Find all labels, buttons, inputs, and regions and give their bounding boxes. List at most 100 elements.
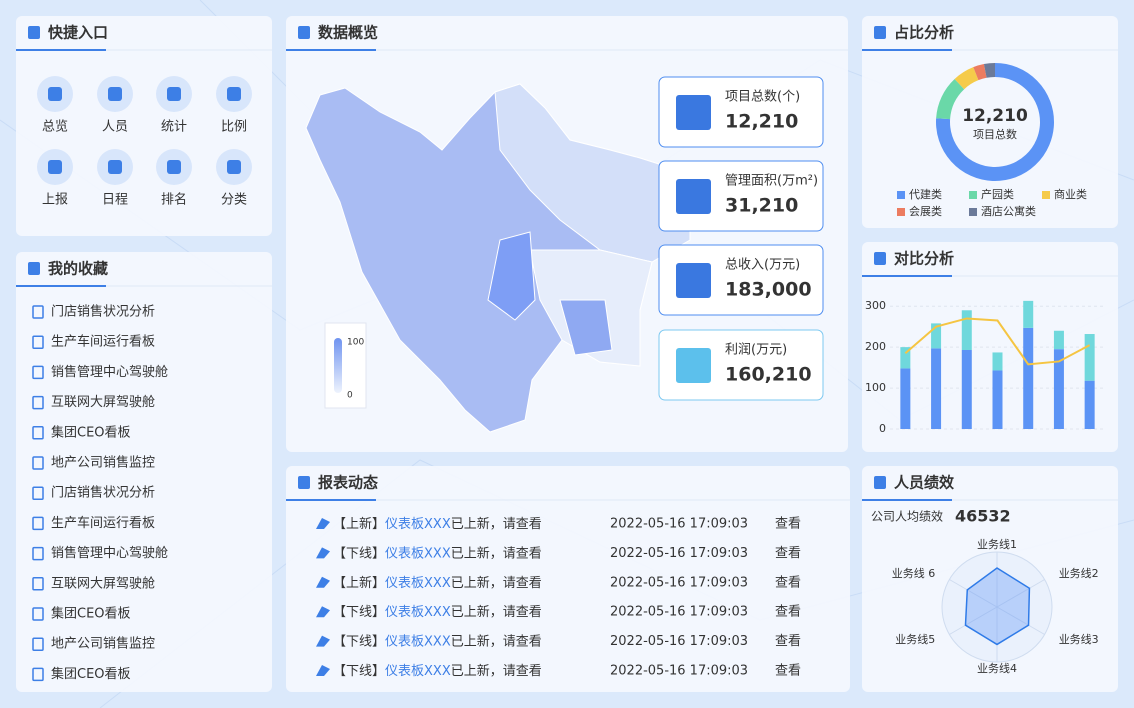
legend-swatch [1042,191,1050,199]
quick-glyph [167,160,181,174]
report-time: 2022-05-16 17:09:03 [610,664,748,679]
report-message: 已上新，请查看 [451,633,542,649]
legend-label: 商业类 [1054,187,1087,201]
report-text: 【下线】仪表板XXX已上新，请查看 [333,633,542,649]
radar-label: 业务线5 [895,632,935,646]
visual-map [324,322,367,409]
report-time: 2022-05-16 17:09:03 [610,575,748,590]
report-icon [316,518,330,529]
quick-glyph [227,87,241,101]
quick-label[interactable]: 统计 [161,120,187,135]
favorite-icon [32,486,44,500]
kpi-label: 总收入(万元) [725,258,800,273]
radar-label: 业务线1 [977,537,1017,551]
map-region [487,231,536,321]
donut-center-label: 项目总数 [973,127,1017,141]
favorite-icon [32,456,44,470]
panel-title: 报表动态 [318,474,378,492]
bar-segment [992,352,1003,371]
favorite-item[interactable]: 地产公司销售监控 [51,636,155,652]
y-tick-label: 100 [865,381,886,394]
legend-swatch [897,208,905,216]
report-time: 2022-05-16 17:09:03 [610,605,748,620]
quick-glyph [167,87,181,101]
quick-label[interactable]: 上报 [42,193,68,208]
favorite-item[interactable]: 门店销售状况分析 [51,485,155,501]
donut-center-value: 12,210 [962,106,1028,126]
panel-icon [874,26,886,39]
favorite-item[interactable]: 销售管理中心驾驶舱 [51,364,168,380]
report-icon [316,665,330,676]
report-action[interactable]: 查看 [775,545,801,561]
report-action[interactable]: 查看 [775,633,801,649]
favorite-item[interactable]: 互联网大屏驾驶舱 [51,395,155,410]
panel-title: 数据概览 [318,24,378,42]
favorite-item[interactable]: 门店销售状况分析 [51,304,155,320]
legend-label: 产园类 [981,187,1014,201]
radar-spoke [996,579,1045,608]
favorite-item[interactable]: 集团CEO看板 [51,666,131,682]
report-name: 仪表板XXX [385,634,451,649]
report-action[interactable]: 查看 [775,574,801,590]
quick-label[interactable]: 比例 [221,120,247,135]
kpi-value: 31,210 [725,195,798,217]
report-name: 仪表板XXX [385,517,451,532]
kpi-icon [676,263,711,298]
favorite-icon [32,395,44,410]
report-action[interactable]: 查看 [775,516,801,532]
report-time: 2022-05-16 17:09:03 [610,634,748,649]
kpi-icon [676,95,711,130]
quick-label[interactable]: 排名 [161,192,187,208]
radar-label: 业务线4 [977,661,1017,675]
quick-glyph [48,87,62,101]
report-text: 【下线】仪表板XXX已上新，请查看 [333,604,542,620]
map-region [559,299,613,356]
favorite-item[interactable]: 集团CEO看板 [51,606,131,622]
report-name: 仪表板XXX [385,546,451,561]
radar-spoke [949,579,998,608]
report-message: 已上新，请查看 [451,663,542,679]
favorite-item[interactable]: 互联网大屏驾驶舱 [51,576,155,591]
favorite-icon [32,365,44,380]
donut-segment [973,64,987,81]
report-action[interactable]: 查看 [775,663,801,679]
favorite-item[interactable]: 集团CEO看板 [51,424,131,440]
quick-label[interactable]: 分类 [221,193,247,208]
legend-label: 酒店公寓类 [981,204,1036,218]
bar-segment [992,370,1003,429]
report-name: 仪表板XXX [385,664,451,679]
quick-label[interactable]: 人员 [102,120,128,135]
panel-icon [298,476,310,489]
favorite-item[interactable]: 地产公司销售监控 [51,455,155,471]
favorite-icon [32,426,44,440]
favorite-icon [32,667,44,682]
report-action[interactable]: 查看 [775,604,801,620]
favorite-icon [32,516,44,531]
panel-title: 快捷入口 [48,24,108,42]
kpi-label: 管理面积(万m²) [725,174,818,189]
radar-label: 业务线3 [1059,632,1099,646]
quick-label[interactable]: 日程 [102,193,128,208]
bar-segment [1084,380,1095,429]
radar-label: 业务线 6 [892,566,936,580]
kpi-value: 12,210 [725,111,798,133]
bar-segment [1053,330,1064,350]
report-message: 已上新，请查看 [451,516,542,532]
panel [16,252,272,692]
legend-swatch [969,191,977,199]
favorite-item[interactable]: 生产车间运行看板 [51,334,155,350]
quick-label[interactable]: 总览 [42,119,68,135]
report-message: 已上新，请查看 [451,574,542,590]
favorite-item[interactable]: 生产车间运行看板 [51,515,155,531]
report-tag: 【下线】 [333,605,385,620]
favorite-item[interactable]: 销售管理中心驾驶舱 [51,545,168,561]
bar-segment [931,348,942,429]
radar-label: 业务线2 [1059,566,1099,580]
report-time: 2022-05-16 17:09:03 [610,517,748,532]
quick-glyph [227,160,241,174]
panel-icon [874,252,886,265]
bar-segment [961,349,972,429]
favorite-icon [32,577,44,591]
quick-glyph [108,87,122,101]
panel-icon [874,476,886,489]
